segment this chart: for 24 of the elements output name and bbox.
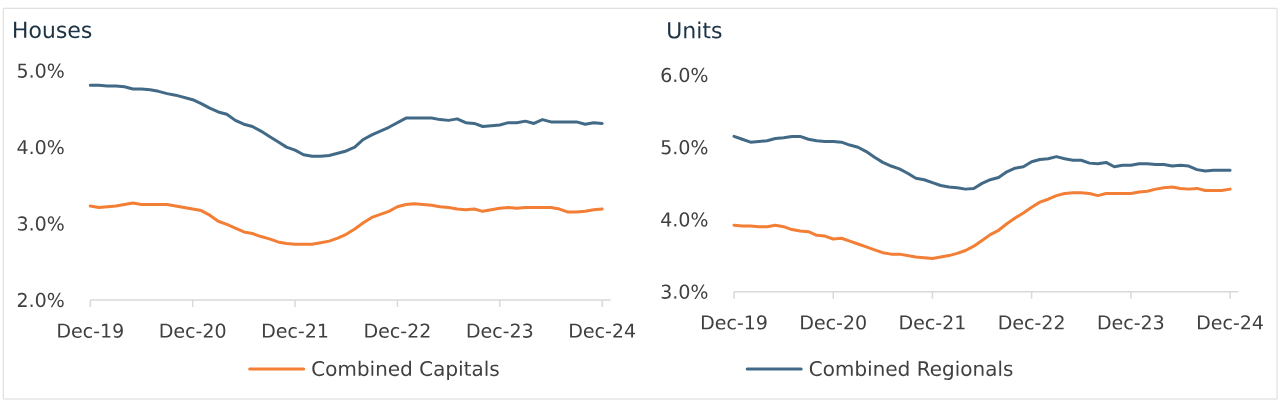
x-tick-label: Dec-23: [467, 323, 533, 338]
x-tick-label: Dec-19: [58, 323, 123, 338]
y-tick-label: 5.0%: [17, 63, 64, 78]
y-tick-label: 2.0%: [17, 292, 64, 308]
chart-title: Units: [668, 21, 722, 39]
x-tick-label: Dec-19: [701, 315, 767, 330]
x-tick-label: Dec-24: [570, 323, 635, 338]
chart-title: Houses: [14, 21, 92, 39]
y-tick-label: 6.0%: [661, 67, 708, 83]
legend-label: Combined Capitals: [312, 360, 499, 381]
y-tick-label: 4.0%: [17, 139, 64, 155]
x-tick-label: Dec-20: [160, 323, 226, 338]
legend-label: Combined Regionals: [809, 360, 1013, 381]
y-tick-label: 5.0%: [661, 140, 708, 155]
x-tick-label: Dec-22: [365, 323, 430, 338]
x-tick-label: Dec-22: [999, 315, 1064, 330]
y-tick-label: 3.0%: [17, 216, 64, 231]
x-tick-label: Dec-21: [900, 315, 965, 330]
y-tick-label: 3.0%: [661, 284, 708, 299]
x-tick-label: Dec-23: [1098, 315, 1164, 330]
x-tick-label: Dec-24: [1198, 315, 1263, 330]
x-tick-label: Dec-21: [263, 323, 328, 338]
y-tick-label: 4.0%: [661, 212, 708, 227]
x-tick-label: Dec-20: [801, 315, 866, 330]
